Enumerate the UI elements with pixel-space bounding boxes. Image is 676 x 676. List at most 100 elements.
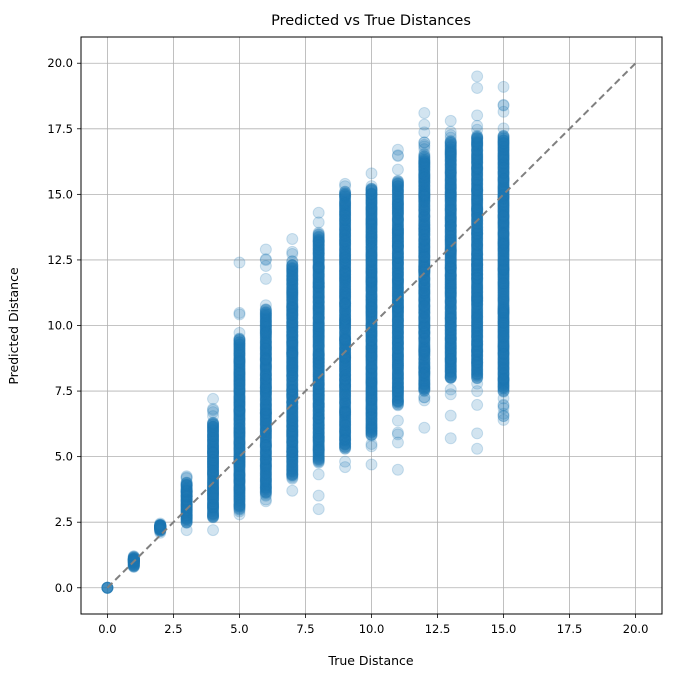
scatter-point — [312, 444, 325, 457]
scatter-point — [154, 521, 167, 534]
scatter-point — [207, 434, 220, 447]
scatter-point — [127, 557, 140, 570]
scatter-point — [207, 501, 220, 514]
scatter-point — [207, 459, 220, 472]
scatter-point — [154, 519, 167, 532]
scatter-point — [207, 450, 220, 463]
scatter-point — [365, 440, 378, 453]
scatter-point — [207, 497, 220, 510]
scatter-point — [154, 518, 167, 531]
scatter-point — [207, 440, 220, 453]
scatter-point — [207, 492, 220, 505]
scatter-point — [127, 553, 140, 566]
scatter-point — [339, 374, 352, 387]
scatter-point — [180, 500, 193, 513]
scatter-point — [471, 173, 484, 186]
scatter-point — [207, 454, 220, 467]
scatter-point — [127, 557, 140, 570]
scatter-point — [180, 514, 193, 527]
scatter-point — [180, 479, 193, 492]
scatter-point — [312, 432, 325, 445]
scatter-point — [418, 249, 431, 262]
scatter-point — [180, 489, 193, 502]
scatter-point — [207, 435, 220, 448]
scatter-point — [207, 457, 220, 470]
scatter-point — [207, 444, 220, 457]
scatter-point — [207, 490, 220, 503]
scatter-point — [207, 461, 220, 474]
scatter-point — [259, 381, 272, 394]
scatter-point — [444, 129, 457, 142]
scatter-point — [312, 455, 325, 468]
scatter-point — [312, 302, 325, 315]
scatter-point — [127, 553, 140, 566]
scatter-point — [207, 421, 220, 434]
scatter-point — [180, 486, 193, 499]
scatter-point — [207, 433, 220, 446]
scatter-point — [180, 504, 193, 517]
scatter-point — [180, 500, 193, 513]
scatter-point — [207, 427, 220, 440]
scatter-point — [471, 294, 484, 307]
scatter-point — [207, 503, 220, 516]
scatter-point — [207, 453, 220, 466]
scatter-point — [391, 381, 404, 394]
scatter-point — [207, 479, 220, 492]
scatter-point — [180, 482, 193, 495]
scatter-point — [207, 423, 220, 436]
scatter-point — [233, 334, 246, 347]
scatter-point — [207, 489, 220, 502]
scatter-point — [207, 459, 220, 472]
scatter-point — [365, 271, 378, 284]
scatter-point — [391, 359, 404, 372]
scatter-point — [365, 202, 378, 215]
scatter-point — [207, 488, 220, 501]
scatter-point — [207, 440, 220, 453]
scatter-point — [207, 495, 220, 508]
scatter-point — [339, 313, 352, 326]
scatter-point — [154, 518, 167, 531]
scatter-point — [180, 480, 193, 493]
scatter-point — [233, 256, 246, 269]
scatter-point — [207, 466, 220, 479]
scatter-point — [154, 522, 167, 535]
scatter-point — [207, 454, 220, 467]
scatter-point — [233, 473, 246, 486]
scatter-point — [180, 512, 193, 525]
scatter-point — [418, 172, 431, 185]
scatter-point — [207, 461, 220, 474]
scatter-point — [391, 327, 404, 340]
scatter-point — [339, 406, 352, 419]
scatter-point — [471, 271, 484, 284]
scatter-point — [127, 553, 140, 566]
scatter-point — [207, 489, 220, 502]
scatter-point — [207, 446, 220, 459]
scatter-point — [391, 178, 404, 191]
scatter-point — [207, 484, 220, 497]
scatter-point — [312, 400, 325, 413]
scatter-point — [471, 372, 484, 385]
scatter-point — [207, 460, 220, 473]
scatter-point — [471, 398, 484, 411]
scatter-point — [127, 558, 140, 571]
scatter-point — [339, 223, 352, 236]
scatter-point — [180, 505, 193, 518]
scatter-point — [391, 163, 404, 176]
scatter-point — [207, 467, 220, 480]
scatter-point — [127, 552, 140, 565]
scatter-point — [418, 159, 431, 172]
scatter-point — [471, 119, 484, 132]
scatter-point — [180, 493, 193, 506]
scatter-point — [207, 469, 220, 482]
scatter-point — [207, 460, 220, 473]
scatter-point — [207, 495, 220, 508]
scatter-point — [207, 488, 220, 501]
scatter-point — [207, 505, 220, 518]
scatter-point — [233, 452, 246, 465]
scatter-point — [391, 273, 404, 286]
scatter-point — [207, 507, 220, 520]
scatter-point — [154, 526, 167, 539]
scatter-point — [207, 424, 220, 437]
scatter-point — [180, 490, 193, 503]
scatter-point — [233, 405, 246, 418]
